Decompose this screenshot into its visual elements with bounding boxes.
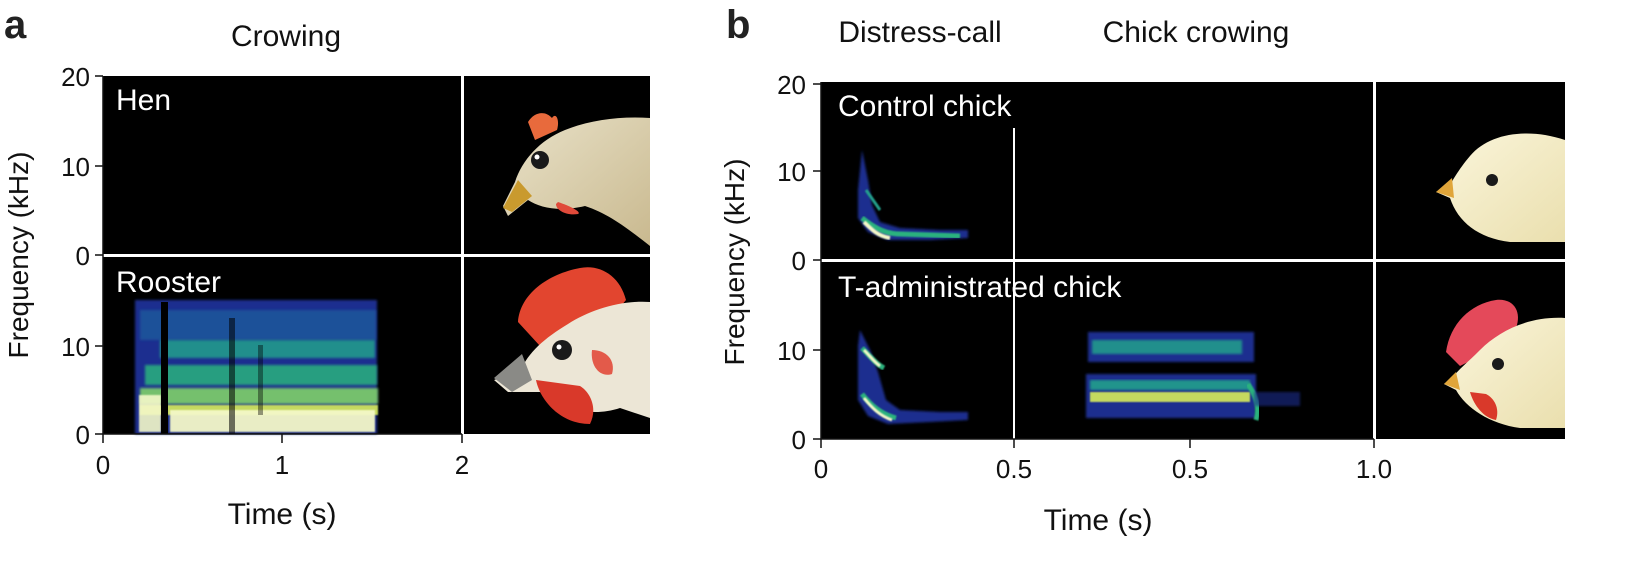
panel-b: b Distress-call Chick crowing <box>719 3 1565 537</box>
control-distress-call-energy <box>858 150 968 240</box>
panel-b-ytick: 10 <box>777 157 806 187</box>
distress-call-title: Distress-call <box>838 16 1001 49</box>
rooster-row-label: Rooster <box>116 266 221 299</box>
panel-a-ytick: 0 <box>76 241 90 271</box>
separator-horizontal-a <box>103 254 650 257</box>
segment-divider-control <box>1013 128 1015 259</box>
panel-b-y-axis: 20 10 0 10 0 Frequency (kHz) <box>719 70 822 455</box>
panel-b-ytick: 20 <box>777 70 806 100</box>
panel-a-xtick: 1 <box>275 450 289 480</box>
separator-horizontal-b <box>821 259 1565 262</box>
panel-b-xtick: 0.5 <box>1172 454 1208 484</box>
rooster-head-photo <box>494 267 650 424</box>
panel-a-ytick: 0 <box>76 420 90 450</box>
panel-b-xtick: 0.5 <box>996 454 1032 484</box>
panel-a-ylabel: Frequency (kHz) <box>3 152 34 359</box>
t-chick-crowing-energy <box>1086 332 1300 421</box>
panel-b-ylabel: Frequency (kHz) <box>719 159 750 366</box>
hen-spectrogram <box>103 76 462 254</box>
hen-row-label: Hen <box>116 84 171 117</box>
panel-a-y-axis: 20 10 0 10 0 Frequency (kHz) <box>3 62 104 450</box>
panel-b-ytick: 10 <box>777 336 806 366</box>
panel-a-xlabel: Time (s) <box>228 498 337 531</box>
hen-head-photo <box>503 113 650 246</box>
panel-a-letter: a <box>4 3 27 47</box>
panel-a-title: Crowing <box>231 20 341 53</box>
panel-b-xlabel: Time (s) <box>1044 504 1153 537</box>
panel-b-xtick: 1.0 <box>1356 454 1392 484</box>
panel-b-ytick: 0 <box>792 425 806 455</box>
t-chick-row-label: T-administrated chick <box>838 271 1122 304</box>
control-chick-row-label: Control chick <box>838 90 1012 123</box>
panel-b-ytick: 0 <box>792 246 806 276</box>
panel-b-x-axis: 0 0.5 0.5 1.0 Time (s) <box>814 438 1392 537</box>
t-chick-head-photo <box>1444 299 1565 428</box>
chick-crowing-title: Chick crowing <box>1103 16 1290 49</box>
rooster-crow-energy <box>135 300 378 434</box>
panel-a-x-axis: 0 1 2 Time (s) <box>96 433 469 531</box>
panel-a: a Crowing <box>3 3 650 531</box>
panel-a-ytick: 10 <box>61 332 90 362</box>
panel-b-xtick: 0 <box>814 454 828 484</box>
control-chick-head-photo <box>1436 133 1565 242</box>
panel-b-letter: b <box>726 3 750 47</box>
panel-a-ytick: 20 <box>61 62 90 92</box>
panel-a-xtick: 0 <box>96 450 110 480</box>
panel-a-xtick: 2 <box>455 450 469 480</box>
t-distress-call-energy <box>858 330 968 424</box>
segment-divider-t <box>1013 262 1015 439</box>
panel-a-ytick: 10 <box>61 152 90 182</box>
